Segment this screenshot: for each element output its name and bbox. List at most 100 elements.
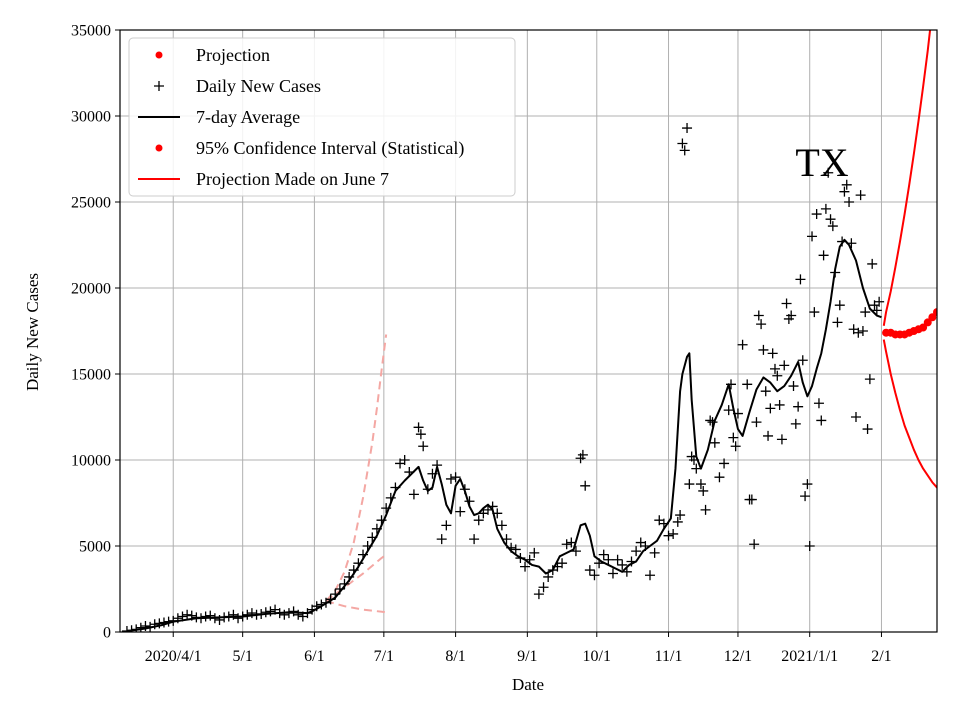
data-point-daily-case (135, 622, 146, 632)
data-point-daily-case (767, 348, 778, 359)
legend-label: Projection (196, 45, 270, 65)
legend-box (128, 37, 516, 197)
data-point-daily-case (749, 539, 760, 550)
data-point-daily-case (441, 520, 452, 531)
data-point-daily-case (730, 441, 741, 452)
data-point-daily-case (293, 609, 304, 620)
data-point-daily-case (827, 221, 838, 232)
legend-plus-icon (154, 81, 164, 91)
data-point-daily-case (714, 472, 725, 483)
data-point-daily-case (415, 429, 426, 440)
data-point-daily-case (700, 504, 711, 515)
series-line-projection-made-on-june-7-upper (325, 334, 388, 602)
data-point-daily-case (580, 480, 591, 491)
data-point-daily-case (751, 417, 762, 428)
y-tick-label: 25000 (71, 195, 111, 212)
data-point-daily-case (871, 305, 882, 316)
data-point-daily-case (867, 258, 878, 269)
data-point-daily-case (839, 186, 850, 197)
data-point-daily-case (820, 203, 831, 214)
data-point-daily-case (577, 449, 588, 460)
data-point-daily-case (728, 432, 739, 443)
data-point-daily-case (645, 570, 656, 581)
data-point-daily-case (709, 437, 720, 448)
y-tick-label: 30000 (71, 109, 111, 126)
x-tick-label: 6/1 (304, 648, 324, 665)
x-tick-label: 2/1 (871, 648, 891, 665)
data-point-daily-case (200, 611, 211, 622)
data-point-daily-case (677, 138, 688, 149)
data-point-daily-case (862, 424, 873, 435)
y-tick-label: 20000 (71, 281, 111, 298)
y-tick-label: 15000 (71, 367, 111, 384)
data-point-daily-case (813, 398, 824, 409)
data-point-daily-case (853, 327, 864, 338)
x-tick-label: 9/1 (517, 648, 537, 665)
legend-label: 7-day Average (196, 107, 300, 127)
data-point-daily-case (561, 539, 572, 550)
x-axis-label: Date (512, 675, 544, 694)
data-point-daily-case (603, 554, 614, 565)
data-point-daily-case (612, 554, 623, 565)
data-point-daily-case (589, 570, 600, 581)
data-point-daily-case (533, 589, 544, 600)
data-point-daily-case (445, 473, 456, 484)
series-layer (121, 30, 937, 632)
y-tick-label: 35000 (71, 23, 111, 40)
data-point-daily-case (682, 123, 693, 134)
data-point-daily-case (781, 298, 792, 309)
data-point-daily-case (668, 528, 679, 539)
data-point-daily-case (834, 300, 845, 311)
data-point-daily-case (850, 412, 861, 422)
data-point-daily-case (860, 307, 871, 318)
y-axis-label: Daily New Cases (23, 273, 42, 391)
data-point-daily-case (408, 489, 419, 500)
data-point-daily-case (832, 317, 843, 328)
data-point-daily-case (753, 310, 764, 321)
plot-frame (119, 29, 938, 633)
data-point-daily-case (790, 418, 801, 429)
legend-label: Daily New Cases (196, 76, 321, 96)
data-point-daily-case (260, 607, 271, 618)
data-point-daily-case (418, 441, 429, 452)
data-point-daily-case (707, 417, 718, 428)
data-point-daily-case (737, 339, 748, 350)
series-line-7-day-average (126, 238, 882, 632)
data-point-daily-case (469, 534, 480, 545)
chart-annotation: TX (795, 140, 848, 185)
data-point-daily-case (631, 546, 642, 557)
x-tick-label: 11/1 (655, 648, 683, 665)
data-point-daily-case (779, 360, 790, 371)
data-point-daily-case (557, 558, 568, 569)
data-point-daily-case (205, 610, 216, 621)
legend-label: 95% Confidence Interval (Statistical) (196, 138, 464, 159)
projection-point (933, 308, 937, 317)
data-point-daily-case (543, 571, 554, 582)
data-point-daily-case (800, 491, 811, 502)
data-point-daily-case (772, 370, 783, 381)
data-point-daily-case (455, 506, 466, 517)
data-point-daily-case (857, 326, 868, 336)
data-point-daily-case (413, 422, 424, 433)
data-point-daily-case (520, 561, 531, 572)
data-point-daily-case (765, 403, 776, 414)
data-point-daily-case (774, 399, 785, 410)
data-point-daily-case (776, 434, 787, 445)
data-point-daily-case (679, 145, 690, 156)
projection-point (923, 318, 932, 327)
x-tick-label: 2020/4/1 (145, 648, 202, 665)
data-point-daily-case (154, 618, 165, 629)
data-point-daily-case (663, 530, 674, 541)
data-point-daily-case (529, 547, 540, 558)
data-point-daily-case (436, 534, 447, 545)
x-tick-label: 7/1 (374, 648, 394, 665)
data-point-daily-case (807, 231, 818, 242)
data-point-daily-case (760, 386, 771, 397)
data-point-daily-case (570, 546, 581, 557)
data-point-daily-case (786, 310, 797, 321)
data-point-daily-case (538, 582, 549, 593)
data-point-daily-case (844, 197, 855, 207)
data-point-daily-case (811, 209, 822, 220)
y-tick-label: 0 (103, 625, 111, 642)
